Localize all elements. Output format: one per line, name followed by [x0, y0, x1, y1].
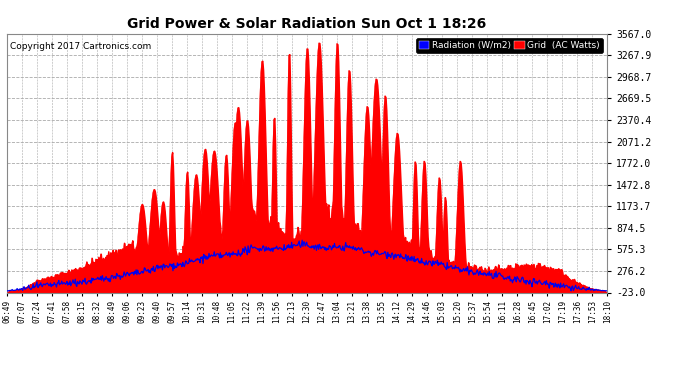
Text: Copyright 2017 Cartronics.com: Copyright 2017 Cartronics.com [10, 42, 151, 51]
Title: Grid Power & Solar Radiation Sun Oct 1 18:26: Grid Power & Solar Radiation Sun Oct 1 1… [128, 17, 486, 31]
Legend: Radiation (W/m2), Grid  (AC Watts): Radiation (W/m2), Grid (AC Watts) [416, 38, 602, 53]
